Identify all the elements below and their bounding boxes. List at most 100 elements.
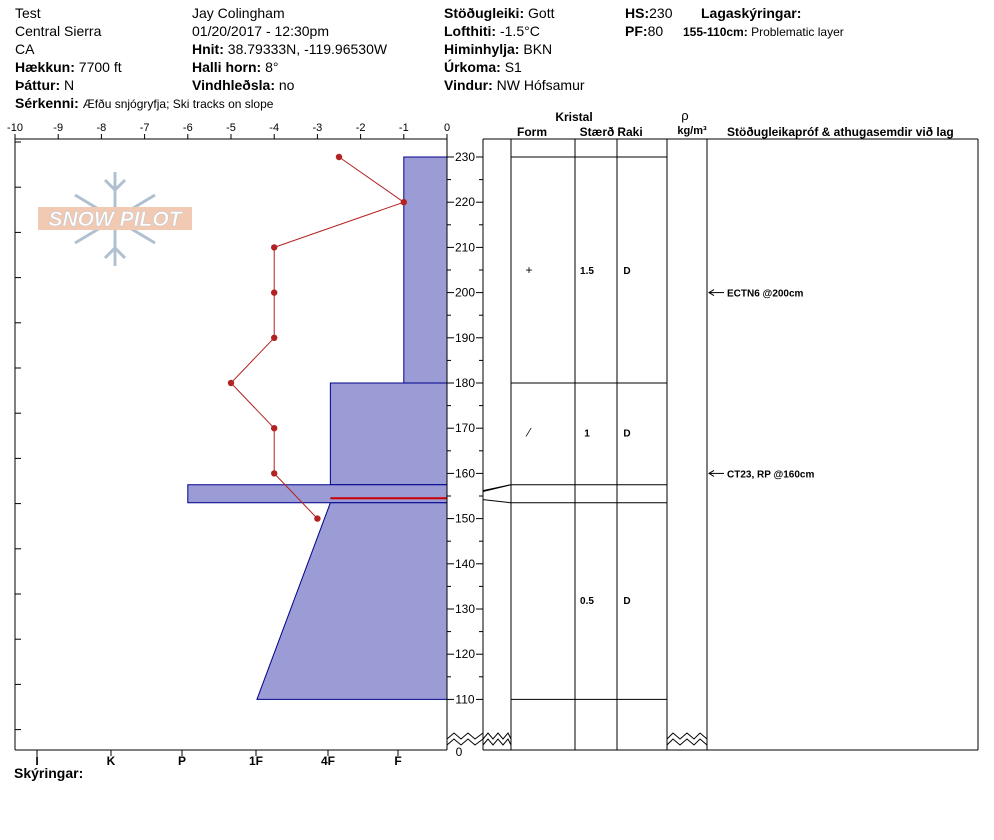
height-tick-label: 160 [455,466,475,480]
wind-loading-value: no [278,77,295,93]
coordinates: Hnit: 38.79333N, -119.96530W [192,40,387,58]
axis-break [446,732,708,746]
stability-value: Gott [528,5,555,21]
layer-note: 155-110cm: Problematic layer [683,23,844,41]
height-tick-label: 210 [455,240,475,254]
sky-cover-value: BKN [523,41,553,57]
crystal-size: 1 [584,429,590,440]
temperature-tick-label: -4 [269,122,279,134]
crystal-moisture: D [623,429,630,440]
layer-connector [482,484,512,492]
temperature-point [271,289,278,296]
height-tick-label: 140 [455,557,475,571]
temperature-tick-label: -6 [183,122,193,134]
axes: -10 -9 -8 -7 -6 -5 -4 -3 -2 -1 0230220210200190180… [7,122,484,768]
wind-value: NW Hófsamur [496,77,585,93]
slope-angle-value: 8° [265,59,279,75]
layer-note-text: Problematic layer [751,25,844,39]
temperature-point [271,244,278,251]
layer-notes-heading: Lagaskýringar: [701,4,801,22]
height-tick-label: 150 [455,512,475,526]
hardness-tick-label: 4F [321,754,335,768]
slope-angle: Halli horn: 8° [192,58,279,76]
stability: Stöðugleiki: Gott [444,4,554,22]
density-symbol: ρ [681,108,688,123]
features: Sérkenni: Æfðu snjógryfja; Ski tracks on… [15,94,273,113]
total-snow-height: HS:230 [625,4,672,22]
layer-connector [482,499,512,504]
snowpilot-logo: SNOW PILOT [38,172,192,266]
crystal-form-symbol: + [525,263,532,277]
height-tick-label: 180 [455,376,475,390]
air-temperature-value: -1.5°C [499,23,540,39]
temperature-tick-label: -1 [399,122,409,134]
pf-value: 80 [647,23,664,39]
stability-test-label: ECTN6 @200cm [727,289,804,300]
temperature-tick-label: -3 [313,122,323,134]
elevation: Hækkun: 7700 ft [15,58,122,76]
pf-label: PF: [625,23,648,39]
height-tick-label: 200 [455,286,475,300]
height-tick-label: 190 [455,331,475,345]
foot-penetration: PF:80 [625,22,663,40]
aspect-label: Þáttur: [15,77,61,93]
temperature-point [271,334,278,341]
sky-cover: Himinhylja: BKN [444,40,552,58]
wind-loading-label: Vindhleðsla: [192,77,275,93]
crystal-size: 1.5 [580,266,594,277]
hardness-tick-label: P [178,754,186,768]
coordinates-value: 38.79333N, -119.96530W [227,41,388,57]
air-temperature: Lofthiti: -1.5°C [444,22,540,40]
height-tick-label: 120 [455,647,475,661]
hs-value: 230 [649,5,673,21]
stability-test-label: CT23, RP @160cm [727,469,814,480]
temperature-tick-label: -9 [53,122,63,134]
hs-label: HS: [625,5,650,21]
aspect: Þáttur: N [15,76,74,94]
hardness-layers [187,156,448,700]
temperature-point [271,425,278,432]
height-tick-label: 130 [455,602,475,616]
height-tick-label: 170 [455,421,475,435]
stability-label: Stöðugleiki: [444,5,525,21]
crystal-moisture: D [623,596,630,607]
hardness-tick-label: K [107,754,116,768]
hardness-tick-label: F [394,754,401,768]
temperature-point [227,379,235,387]
wind-loading: Vindhleðsla: no [192,76,294,94]
air-temperature-label: Lofthiti: [444,23,497,39]
slope-angle-label: Halli horn: [192,59,262,75]
temperature-point [271,470,278,477]
temperature-tick-label: -7 [140,122,150,134]
hardness-layer-1 [403,156,448,384]
layer-note-range: 155-110cm: [683,25,748,39]
region: Central Sierra [15,23,102,39]
hardness-layer-4 [256,502,448,700]
legend-label: Skýringar: [14,765,83,781]
observation-datetime: 01/20/2017 - 12:30pm [192,23,329,39]
temperature-profile [227,153,407,522]
form-column-header: Form [517,125,547,139]
hardness-tick-label: I [35,754,38,768]
temperature-tick-label: -8 [97,122,107,134]
temperature-tick-label: 0 [444,122,450,134]
test-arrow-head [708,469,715,477]
wind: Vindur: NW Hófsamur [444,76,585,94]
height-tick-label: 220 [455,195,475,209]
layer-notes-label: Lagaskýringar: [701,5,802,21]
observer: Jay Colingham [192,5,285,21]
moisture-column-header: Raki [617,125,642,139]
elevation-value: 7700 ft [78,59,122,75]
hardness-tick-label: 1F [249,754,263,768]
site-name: Test [15,5,41,21]
temperature-point [400,199,407,206]
aspect-value: N [64,77,75,93]
crystal-table: +1.5 D ⁄ 1 D 0.5 D [482,156,667,700]
hardness-layer-2 [329,382,448,486]
crystal-form-symbol: ⁄ [525,426,532,440]
logo-text: SNOW PILOT [49,208,184,231]
profile-grid [15,141,21,731]
sky-cover-label: Himinhylja: [444,41,520,57]
height-zero-label: 0 [456,745,463,759]
